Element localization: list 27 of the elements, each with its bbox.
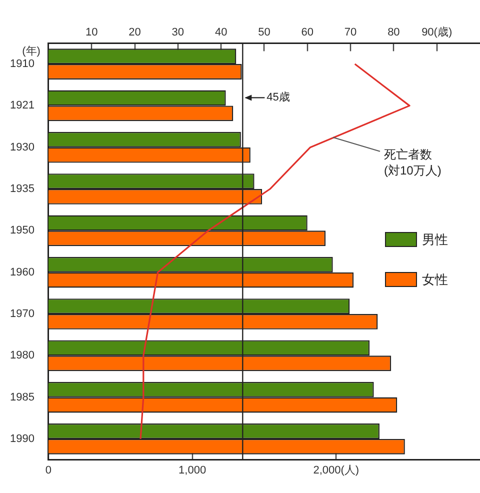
x2-tick-label: 80 (388, 26, 400, 39)
ref-line-label: 45歳 (266, 90, 290, 104)
y-tick-label: 1930 (10, 141, 34, 154)
x2-tick-label: 60 (301, 26, 314, 39)
y-tick-label: 1910 (10, 58, 34, 70)
x2-tick-label: 30 (172, 26, 184, 39)
y-tick-label: 1985 (10, 391, 34, 404)
y-tick-label: 1980 (10, 350, 34, 362)
y-tick-label: 1935 (10, 183, 34, 196)
y-tick-label: 1921 (10, 100, 34, 112)
x-tick-label: 0 (45, 464, 52, 476)
y-axis-title: (年) (22, 46, 40, 58)
x2-tick-label: 40 (214, 26, 228, 39)
y-tick-label: 1990 (10, 433, 34, 445)
x2-tick-label: 20 (128, 26, 141, 39)
y-tick-label: 1950 (10, 224, 34, 237)
x2-tick-label: 90(歳) (422, 26, 452, 39)
y-tick-label: 1960 (10, 266, 34, 278)
x2-tick-label: 70 (344, 26, 357, 39)
legend-label: 男性 (422, 230, 448, 249)
legend-label: 女性 (422, 270, 448, 289)
x-tick-label: 2,000(人) (313, 464, 360, 476)
x-tick-label: 1,000 (178, 464, 206, 476)
x2-tick-label: 10 (86, 26, 98, 39)
y-tick-label: 1970 (10, 308, 34, 320)
x2-tick-label: 50 (258, 26, 270, 39)
text: 死亡者数(対10万人) (384, 148, 442, 178)
